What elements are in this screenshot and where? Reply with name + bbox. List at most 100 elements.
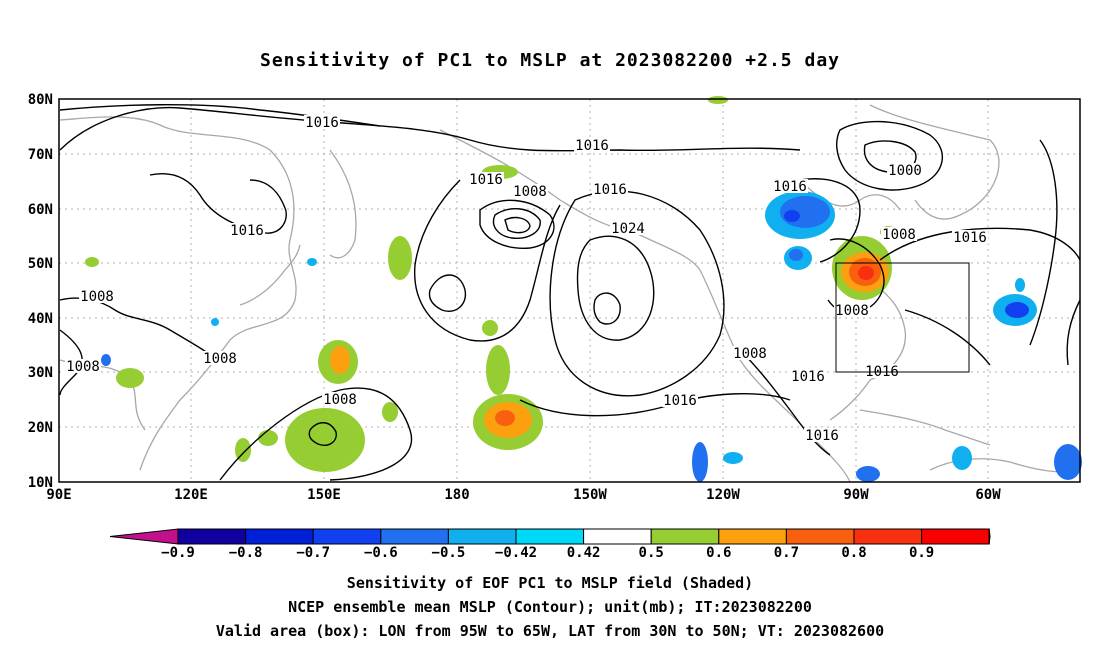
contour-line — [428, 274, 467, 312]
shade-positive-patch — [486, 345, 510, 395]
colorbar-label: 0.8 — [841, 545, 866, 561]
valid-area-box — [835, 262, 970, 373]
contour-line — [576, 235, 655, 341]
coastlines — [59, 104, 1081, 483]
contour-line — [593, 292, 621, 325]
contour-label: 1016 — [953, 230, 987, 246]
colorbar-label: −0.6 — [364, 545, 398, 561]
colorbar-segment — [853, 528, 923, 545]
shade-positive-patch — [482, 320, 498, 336]
contour-line — [504, 216, 531, 234]
map-background — [59, 99, 1080, 482]
contour-label-bg — [322, 392, 358, 406]
contour-label-bg — [304, 115, 340, 129]
contour-label-bg — [662, 393, 698, 407]
shade-negative-patch — [101, 354, 111, 366]
colorbar-segment — [177, 528, 247, 545]
longitude-label: 180 — [444, 487, 469, 503]
contour-label-bg — [202, 351, 238, 365]
contour-line — [479, 199, 555, 249]
contour-line — [492, 208, 541, 239]
contour-line — [549, 190, 725, 397]
shade-positive-patch — [258, 430, 278, 446]
contour-label-bg — [952, 230, 988, 244]
longitude-label: 120E — [174, 487, 208, 503]
contour-label: 1008 — [733, 346, 767, 362]
contour-label: 1016 — [305, 115, 339, 131]
contour-label-bg — [887, 163, 923, 177]
contour-line — [879, 227, 1081, 261]
colorbar-segment — [515, 528, 585, 545]
shade-negative-patch — [856, 466, 880, 482]
shade-negative-patch — [1015, 278, 1025, 292]
colorbar-segment — [650, 528, 720, 545]
contour-line — [414, 179, 561, 342]
contour-line — [836, 120, 943, 191]
shade-positive-patch — [708, 96, 728, 104]
shade-positive-patch — [235, 438, 251, 462]
contour-label: 1016 — [575, 138, 609, 154]
contour-line — [219, 387, 413, 481]
contour-labels: 1016 1016 1016 1008 1016 1016 1016 1024 1000 1008… — [65, 115, 988, 444]
contour-line — [799, 178, 861, 263]
contour-line — [904, 309, 991, 366]
sensitivity-shading — [85, 96, 1082, 482]
latitude-label: 50N — [28, 256, 53, 272]
contour-label: 1016 — [230, 223, 264, 239]
latitude-label: 20N — [28, 420, 53, 436]
contour-label: 1016 — [663, 393, 697, 409]
contour-label: 1016 — [773, 179, 807, 195]
contour-line — [59, 329, 83, 396]
coastline-kamchatka — [329, 149, 357, 259]
shade-positive-core — [330, 346, 350, 374]
shade-negative-core — [789, 249, 803, 261]
contour-label: 1016 — [469, 172, 503, 188]
contour-label-bg — [772, 179, 808, 193]
colorbar-label: 0.7 — [774, 545, 799, 561]
caption-line-2: NCEP ensemble mean MSLP (Contour); unit(… — [288, 598, 812, 616]
contour-label-bg — [834, 303, 870, 317]
colorbar-extend-low — [109, 528, 179, 545]
latitude-label: 40N — [28, 311, 53, 327]
coastline-north-america-east — [829, 269, 907, 421]
contour-line — [308, 422, 337, 446]
colorbar-segment — [583, 528, 652, 545]
chart-title: Sensitivity of PC1 to MSLP at 2023082200… — [259, 50, 840, 71]
map-frame — [58, 98, 1081, 483]
longitude-label: 90W — [843, 487, 869, 503]
colorbar-label: −0.8 — [229, 545, 263, 561]
longitude-label: 90E — [46, 487, 71, 503]
longitude-labels: 90E 120E 150E 180 150W 120W 90W 60W — [46, 487, 1001, 503]
contour-label: 1008 — [66, 359, 100, 375]
longitude-label: 150E — [307, 487, 341, 503]
shade-negative-patch — [211, 318, 219, 326]
contour-label-bg — [864, 364, 900, 378]
coastline-north-america-west — [699, 269, 851, 483]
shade-positive-patch — [388, 236, 412, 280]
shade-positive-patch — [116, 368, 144, 388]
shade-negative-patch — [723, 452, 743, 464]
contour-label-bg — [468, 172, 504, 186]
contour-label-bg — [574, 138, 610, 152]
contour-label: 1016 — [593, 182, 627, 198]
colorbar-label: 0.5 — [639, 545, 664, 561]
contour-label-bg — [804, 428, 840, 442]
caption-line-3: Valid area (box): LON from 95W to 65W, L… — [215, 622, 885, 640]
contour-line — [1066, 299, 1081, 366]
colorbar-label: −0.5 — [432, 545, 466, 561]
latitude-label: 30N — [28, 365, 53, 381]
contour-label: 1008 — [513, 184, 547, 200]
contour-label: 1000 — [888, 163, 922, 179]
latitude-label: 60N — [28, 202, 53, 218]
shade-negative-core — [1005, 302, 1029, 318]
contour-label-bg — [79, 289, 115, 303]
colorbar-label: 0.9 — [909, 545, 934, 561]
coastline-caribbean — [859, 409, 991, 446]
colorbar-segment — [447, 528, 517, 545]
colorbar-segment — [380, 528, 449, 545]
shade-positive-patch — [382, 402, 398, 422]
latitude-label: 70N — [28, 147, 53, 163]
mslp-contours — [59, 104, 1081, 481]
colorbar-label: 0.42 — [567, 545, 601, 561]
